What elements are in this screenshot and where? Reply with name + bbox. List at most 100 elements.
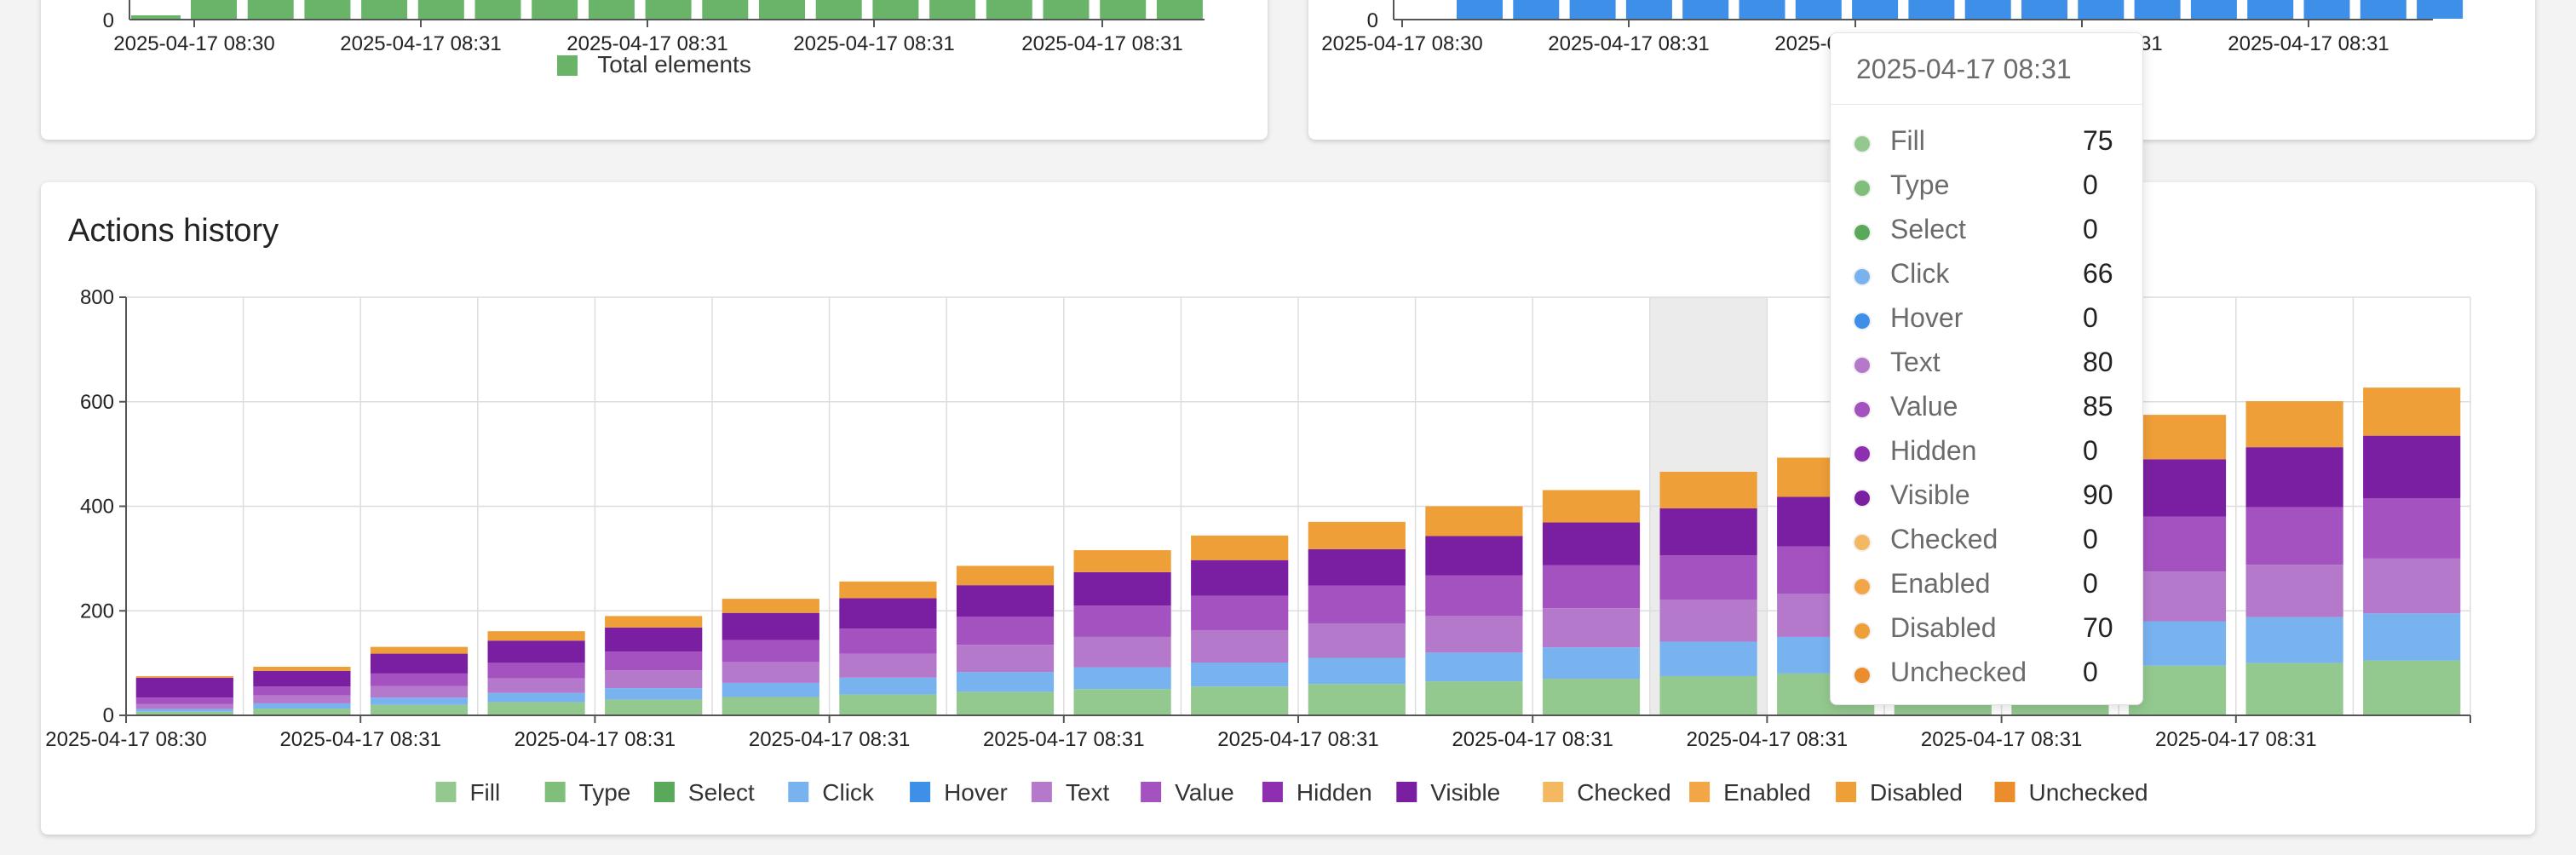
- bar-segment-value[interactable]: [2245, 507, 2343, 565]
- bar-segment-text[interactable]: [956, 645, 1055, 673]
- bar-segment-text[interactable]: [370, 686, 469, 698]
- bar[interactable]: [304, 0, 351, 19]
- bar-segment-disabled[interactable]: [2363, 387, 2461, 436]
- bar-segment-visible[interactable]: [2245, 447, 2343, 508]
- bar[interactable]: [2417, 0, 2464, 19]
- bar-segment-text[interactable]: [2128, 571, 2227, 622]
- bar-segment-value[interactable]: [1308, 585, 1406, 623]
- bar[interactable]: [645, 0, 692, 19]
- bar-segment-fill[interactable]: [487, 702, 585, 715]
- bar[interactable]: [131, 15, 181, 19]
- bar-segment-click[interactable]: [1073, 667, 1171, 690]
- legend-item-enabled[interactable]: Enabled: [1689, 779, 1811, 806]
- bar-segment-value[interactable]: [722, 640, 819, 663]
- bar-segment-fill[interactable]: [605, 699, 703, 715]
- bar-segment-disabled[interactable]: [253, 666, 351, 671]
- bar-segment-disabled[interactable]: [722, 599, 819, 613]
- legend-item-hidden[interactable]: Hidden: [1262, 779, 1372, 806]
- bar[interactable]: [2190, 0, 2237, 19]
- bar-segment-text[interactable]: [1308, 623, 1406, 658]
- bar[interactable]: [2021, 0, 2067, 19]
- bar-segment-visible[interactable]: [1308, 548, 1406, 586]
- bar-segment-click[interactable]: [839, 677, 937, 695]
- bar-segment-click[interactable]: [2363, 613, 2461, 661]
- bar-stack[interactable]: [1073, 550, 1171, 715]
- bar-segment-disabled[interactable]: [956, 565, 1055, 586]
- bar-segment-click[interactable]: [2245, 617, 2343, 663]
- bar-segment-value[interactable]: [370, 673, 469, 686]
- bar-segment-value[interactable]: [1659, 555, 1757, 600]
- bar-segment-fill[interactable]: [1308, 684, 1406, 715]
- bar-segment-visible[interactable]: [722, 612, 819, 640]
- bar-segment-fill[interactable]: [370, 704, 469, 715]
- bar[interactable]: [474, 0, 521, 19]
- bar-segment-fill[interactable]: [839, 694, 937, 715]
- bar-segment-fill[interactable]: [722, 697, 819, 715]
- bar-segment-visible[interactable]: [1659, 508, 1757, 556]
- bar-segment-disabled[interactable]: [2245, 401, 2343, 448]
- bar-segment-disabled[interactable]: [2128, 415, 2227, 460]
- bar-stack[interactable]: [2128, 415, 2227, 715]
- bar[interactable]: [2134, 0, 2181, 19]
- bar-segment-fill[interactable]: [1191, 686, 1289, 715]
- bar[interactable]: [759, 0, 805, 19]
- legend-item-click[interactable]: Click: [788, 779, 875, 806]
- bar-stack[interactable]: [1542, 490, 1641, 715]
- bar-segment-text[interactable]: [1191, 629, 1289, 663]
- bar-stack[interactable]: [370, 646, 469, 715]
- bar-segment-value[interactable]: [2363, 498, 2461, 559]
- bar[interactable]: [2360, 0, 2406, 19]
- bar-segment-value[interactable]: [135, 697, 233, 704]
- bar-segment-text[interactable]: [135, 703, 233, 709]
- bar[interactable]: [1908, 0, 1955, 19]
- bar-segment-value[interactable]: [1542, 565, 1641, 609]
- legend-item-fill[interactable]: Fill: [435, 779, 500, 806]
- bar-segment-visible[interactable]: [1191, 559, 1289, 596]
- bar-segment-value[interactable]: [956, 617, 1055, 646]
- bar-segment-text[interactable]: [1659, 600, 1757, 642]
- bar[interactable]: [1682, 0, 1729, 19]
- bar-segment-disabled[interactable]: [370, 646, 469, 654]
- bar-segment-text[interactable]: [487, 678, 585, 693]
- bar[interactable]: [1739, 0, 1785, 19]
- legend-item-checked[interactable]: Checked: [1543, 779, 1671, 806]
- bar-segment-text[interactable]: [722, 662, 819, 683]
- bar-segment-text[interactable]: [1542, 608, 1641, 648]
- bar-segment-visible[interactable]: [1073, 571, 1171, 606]
- bar[interactable]: [191, 0, 237, 19]
- bar-segment-visible[interactable]: [1542, 522, 1641, 565]
- bar[interactable]: [1795, 0, 1842, 19]
- bar-segment-disabled[interactable]: [1308, 521, 1406, 549]
- bar-stack[interactable]: [253, 666, 351, 715]
- bar[interactable]: [361, 0, 408, 19]
- bar-segment-fill[interactable]: [253, 709, 351, 715]
- bar[interactable]: [588, 0, 635, 19]
- bar-segment-text[interactable]: [253, 695, 351, 703]
- bar[interactable]: [1569, 0, 1616, 19]
- bar-segment-visible[interactable]: [253, 670, 351, 687]
- bar-segment-disabled[interactable]: [839, 581, 937, 599]
- bar-segment-visible[interactable]: [135, 677, 233, 698]
- bar-stack[interactable]: [2245, 401, 2343, 715]
- bar-segment-click[interactable]: [722, 682, 819, 697]
- bar-segment-disabled[interactable]: [1073, 550, 1171, 572]
- legend-item-disabled[interactable]: Disabled: [1836, 779, 1963, 806]
- bar-segment-disabled[interactable]: [135, 675, 233, 678]
- bar[interactable]: [2303, 0, 2350, 19]
- bar[interactable]: [1964, 0, 2011, 19]
- bar-segment-disabled[interactable]: [1425, 506, 1523, 537]
- bar-segment-visible[interactable]: [2128, 459, 2227, 517]
- bar-segment-value[interactable]: [1425, 575, 1523, 617]
- bar-segment-value[interactable]: [1073, 605, 1171, 637]
- bar[interactable]: [2078, 0, 2125, 19]
- bar-segment-click[interactable]: [1659, 641, 1757, 676]
- bar-stack[interactable]: [1191, 535, 1289, 715]
- bar-segment-fill[interactable]: [1542, 679, 1641, 715]
- bar-segment-visible[interactable]: [2363, 435, 2461, 499]
- bar[interactable]: [702, 0, 749, 19]
- bar-segment-disabled[interactable]: [487, 631, 585, 641]
- bar-segment-click[interactable]: [1308, 657, 1406, 685]
- bar-stack[interactable]: [487, 631, 585, 715]
- bar-segment-click[interactable]: [1191, 663, 1289, 687]
- bar-segment-fill[interactable]: [2128, 665, 2227, 715]
